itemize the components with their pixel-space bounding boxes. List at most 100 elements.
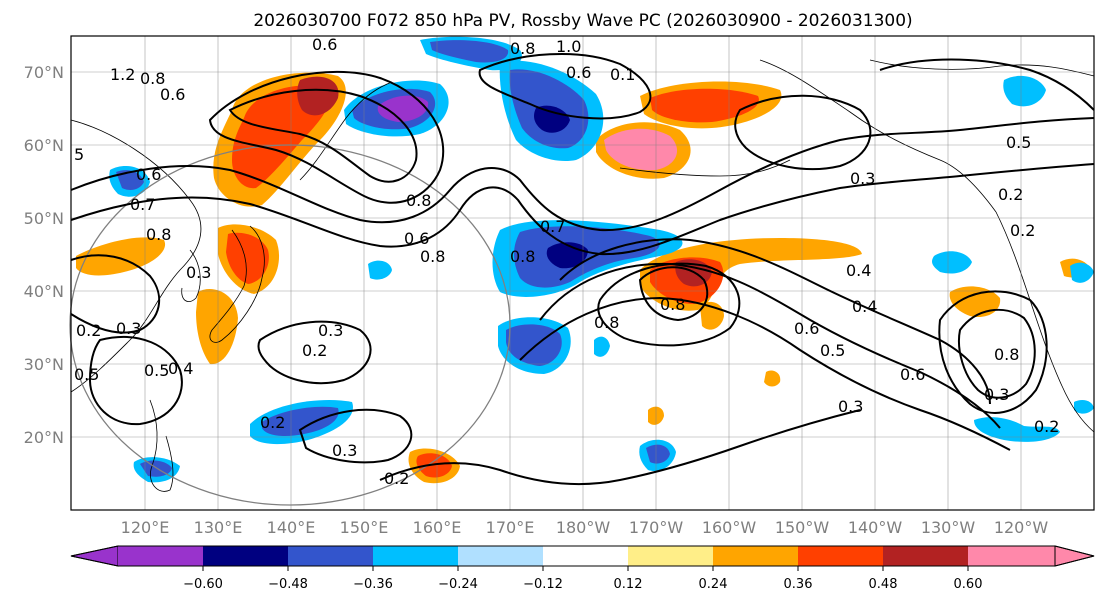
lon-label: 180°W: [556, 518, 611, 537]
contour-label: 0.6: [900, 365, 925, 384]
contour-label: 0.8: [146, 225, 171, 244]
lat-label: 40°N: [24, 282, 64, 301]
coast-kamchatka: [299, 81, 393, 181]
contour-line-11: [257, 320, 372, 385]
contour-line-18: [879, 58, 1095, 111]
lon-label: 160°E: [413, 518, 462, 537]
contour-label: 0.2: [1010, 221, 1035, 240]
figure-title: 2026030700 F072 850 hPa PV, Rossby Wave …: [253, 11, 912, 31]
colorbar-tick-label: −0.24: [438, 577, 478, 592]
shade-positive-pink-2: [604, 128, 678, 171]
lon-label: 130°E: [194, 518, 243, 537]
shade-positive-orange-3: [196, 289, 238, 365]
pv-contours: [70, 53, 1095, 486]
lon-label: 160°W: [702, 518, 757, 537]
contour-label: 0.2: [998, 185, 1023, 204]
contour-line-12: [938, 290, 1048, 414]
contour-label: 0.3: [116, 319, 141, 338]
contour-line-1: [70, 117, 1095, 232]
contour-line-13: [958, 309, 1036, 399]
contour-line-3: [228, 88, 418, 183]
contour-label: 0.4: [852, 297, 877, 316]
contour-line-5: [478, 53, 652, 120]
contour-label: 0.8: [140, 69, 165, 88]
shade-negative-light-14: [594, 336, 610, 357]
colorbar-bin-1: [118, 546, 203, 566]
colorbar-bin-4: [373, 546, 458, 566]
contour-label: 0.8: [660, 295, 685, 314]
contour-label: 1.0: [556, 37, 581, 56]
shade-negative-mid-7: [646, 444, 670, 464]
shade-negative-under-1: [377, 95, 429, 122]
colorbar-bin-8: [713, 546, 798, 566]
lon-label: 170°E: [486, 518, 535, 537]
contour-label: 0.8: [510, 247, 535, 266]
contour-label: 0.6: [794, 319, 819, 338]
colorbar-bin-10: [883, 546, 968, 566]
colorbar-bin-2: [203, 546, 288, 566]
contour-label: 0.2: [384, 469, 409, 488]
contour-label: 0.8: [406, 191, 431, 210]
contour-label: 0.3: [850, 169, 875, 188]
lon-label: 120°W: [994, 518, 1049, 537]
contour-label: 0.2: [260, 413, 285, 432]
colorbar-bin-9: [798, 546, 883, 566]
shade-positive-orange-11: [949, 286, 1001, 318]
shade-positive-red-3: [650, 88, 759, 123]
contour-label: 1.2: [110, 65, 135, 84]
contour-label: 0.1: [610, 65, 635, 84]
lon-label: 140°E: [267, 518, 316, 537]
colorbar-bin-3: [288, 546, 373, 566]
colorbar-tick-label: 0.60: [954, 577, 983, 592]
contour-label: 0.2: [1034, 417, 1059, 436]
colorbar-tick-label: 0.48: [869, 577, 898, 592]
contour-line-2: [70, 163, 1095, 256]
shade-positive-red-2: [226, 232, 269, 284]
gridlines: [71, 36, 1094, 510]
colorbar-tick-label: −0.36: [353, 577, 393, 592]
contour-label: 0.8: [510, 39, 535, 58]
contour-label: 0.2: [76, 321, 101, 340]
coast-taiwan-philippines: [149, 399, 174, 492]
contour-line-8: [519, 296, 1011, 451]
colorbar: −0.60 −0.48 −0.36 −0.24 −0.12 0.12 0.24 …: [70, 545, 1095, 592]
contour-line-17: [734, 94, 872, 171]
contour-line-15: [597, 262, 741, 347]
contour-label: 0.6: [136, 165, 161, 184]
contour-label: 0.4: [846, 261, 871, 280]
lat-label: 60°N: [24, 136, 64, 155]
colorbar-tick-label: 0.24: [699, 577, 728, 592]
contour-label: 0.8: [594, 313, 619, 332]
map-panel: 0.6 1.2 0.8 0.6 1.0 0.8 0.6 0.1 5 0.6 0.…: [69, 35, 1095, 511]
colorbar-outline: [70, 545, 1095, 567]
lon-label: 150°E: [340, 518, 389, 537]
contour-line-7: [539, 262, 1001, 429]
coast-asia-mainland: [70, 119, 202, 393]
lat-label: 30°N: [24, 355, 64, 374]
contour-label: 0.3: [984, 385, 1009, 404]
shade-negative-mid-6: [262, 406, 339, 436]
shade-negative-mid-1: [430, 40, 509, 63]
shaded-field: [76, 36, 1094, 484]
contour-line-6: [559, 238, 991, 405]
contour-label: 0.7: [130, 195, 155, 214]
reference-circle: [69, 144, 511, 506]
contour-line-16: [70, 254, 160, 334]
colorbar-tick-label: −0.60: [183, 577, 223, 592]
lon-label: 150°W: [775, 518, 830, 537]
coast-north-america-west: [995, 211, 1095, 433]
shade-positive-orange-10: [764, 370, 781, 387]
colorbar-tick-label: 0.36: [784, 577, 813, 592]
colorbar-over-arrow: [1054, 545, 1095, 567]
shade-negative-light-16: [1074, 400, 1094, 414]
contour-line-9: [379, 409, 861, 486]
shade-negative-light-10: [368, 260, 392, 280]
contour-label: 0.5: [74, 365, 99, 384]
shade-positive-orange-4: [76, 237, 166, 276]
contour-label: 0.8: [420, 247, 445, 266]
contour-line-10: [88, 336, 183, 426]
coast-arctic-north: [869, 59, 1095, 77]
coast-aleutians: [619, 159, 791, 177]
shade-negative-dark-1: [534, 105, 570, 133]
